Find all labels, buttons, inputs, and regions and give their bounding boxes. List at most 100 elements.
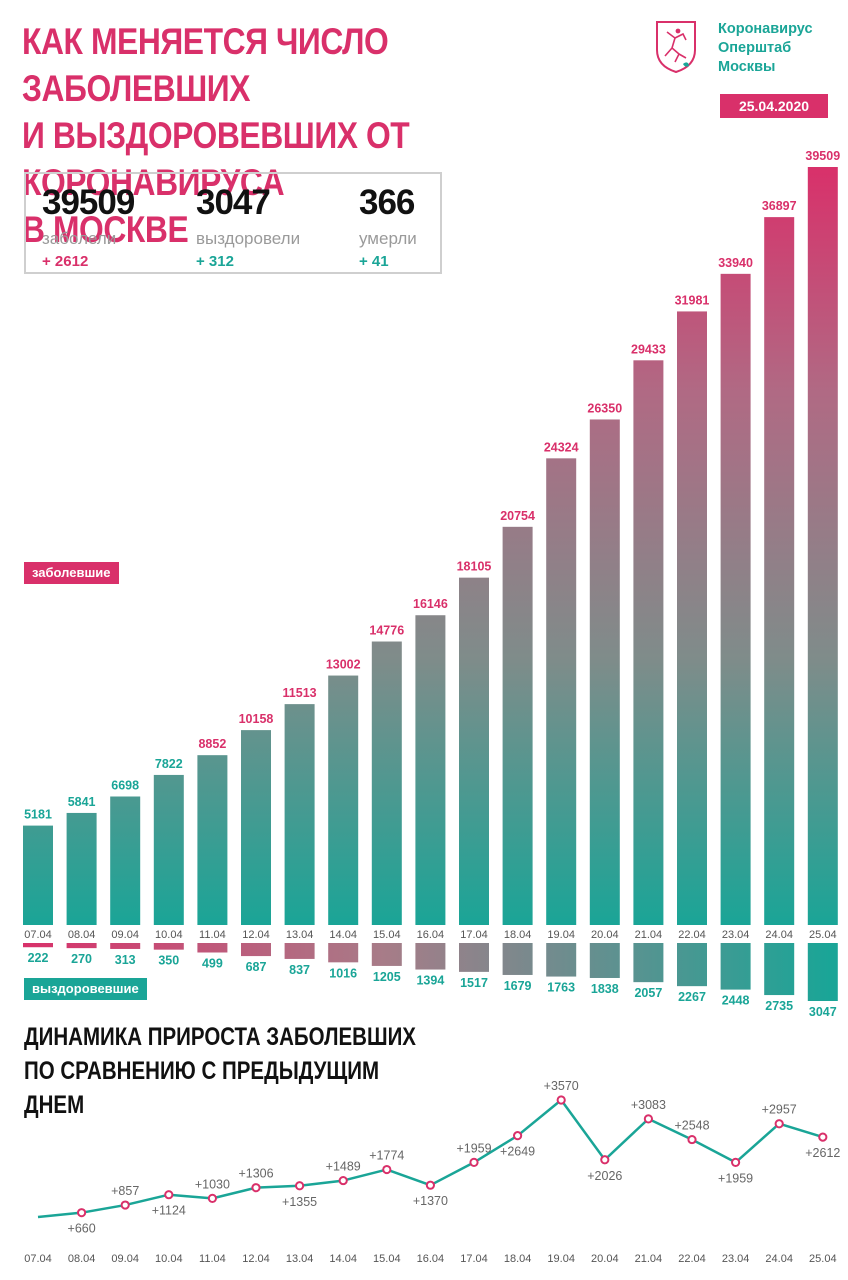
growth-point bbox=[338, 1175, 348, 1186]
stat-infected-label: заболели bbox=[42, 229, 117, 248]
recovered-value-label: 1016 bbox=[329, 966, 357, 980]
stat-recovered: 3047 выздоровели + 312 bbox=[196, 182, 300, 272]
growth-title-line-2: ПО СРАВНЕНИЮ С ПРЕДЫДУЩИМ ДНЕМ bbox=[24, 1057, 380, 1119]
infected-value-label: 20754 bbox=[500, 509, 535, 523]
recovered-value-label: 499 bbox=[202, 956, 223, 970]
infected-value-label: 10158 bbox=[239, 712, 274, 726]
recovered-bar bbox=[633, 943, 664, 983]
date-tick-label: 19.04 bbox=[547, 929, 575, 941]
growth-value-label: +1030 bbox=[195, 1177, 230, 1191]
date-tick-label: 11.04 bbox=[199, 929, 226, 941]
legend-recovered: выздоровевшие bbox=[24, 978, 147, 1000]
growth-value-label: +2026 bbox=[587, 1169, 622, 1183]
growth-value-label: +1124 bbox=[152, 1204, 186, 1218]
infected-bar bbox=[415, 615, 446, 925]
growth-date-tick-label: 11.04 bbox=[199, 1253, 226, 1265]
date-tick-label: 18.04 bbox=[504, 929, 532, 941]
infected-value-label: 8852 bbox=[198, 737, 226, 751]
date-tick-label: 12.04 bbox=[242, 929, 270, 941]
infected-value-label: 5841 bbox=[68, 795, 96, 809]
recovered-value-label: 313 bbox=[115, 953, 136, 967]
recovered-bar bbox=[23, 943, 53, 948]
growth-date-tick-label: 20.04 bbox=[591, 1253, 619, 1265]
recovered-value-label: 2057 bbox=[634, 986, 662, 1000]
date-tick-label: 16.04 bbox=[417, 929, 445, 941]
growth-value-label: +1774 bbox=[369, 1149, 404, 1163]
infected-bar bbox=[589, 419, 620, 925]
growth-point bbox=[687, 1134, 697, 1145]
recovered-value-label: 222 bbox=[28, 951, 49, 965]
growth-point bbox=[120, 1200, 130, 1210]
infected-value-label: 7822 bbox=[155, 757, 183, 771]
recovered-value-label: 1205 bbox=[373, 970, 401, 984]
recovered-bars-group: 222 270 313 350 499 687 837 1016 1205 1394 1517 167… bbox=[23, 943, 838, 1019]
recovered-bar bbox=[459, 943, 489, 972]
org-line-2: Оперштаб bbox=[718, 40, 792, 56]
growth-date-tick-label: 10.04 bbox=[155, 1253, 183, 1265]
growth-point bbox=[295, 1181, 305, 1191]
growth-point bbox=[643, 1114, 654, 1124]
infected-bar bbox=[371, 641, 402, 925]
growth-date-tick-label: 23.04 bbox=[722, 1253, 750, 1265]
date-tick-label: 07.04 bbox=[24, 929, 52, 941]
recovered-bar bbox=[371, 943, 402, 966]
growth-value-label: +2612 bbox=[805, 1146, 840, 1160]
recovered-bar bbox=[110, 943, 141, 949]
date-tick-label: 23.04 bbox=[722, 929, 750, 941]
stat-deaths-value: 366 bbox=[359, 183, 415, 222]
growth-value-label: +2957 bbox=[762, 1103, 797, 1117]
infected-bar bbox=[23, 825, 53, 925]
growth-point bbox=[382, 1164, 392, 1175]
infected-value-label: 11513 bbox=[283, 686, 317, 700]
infected-bar bbox=[546, 458, 577, 925]
recovered-value-label: 2267 bbox=[678, 990, 706, 1004]
org-line-1: Коронавирус bbox=[718, 21, 813, 37]
recovered-bar bbox=[807, 943, 838, 1001]
growth-value-label: +857 bbox=[111, 1184, 139, 1198]
infected-value-label: 6698 bbox=[111, 778, 139, 792]
date-tick-label: 22.04 bbox=[678, 929, 706, 941]
infected-bar bbox=[284, 704, 315, 925]
recovered-bar bbox=[284, 943, 315, 959]
date-tick-label: 20.04 bbox=[591, 929, 619, 941]
recovered-bar bbox=[328, 943, 359, 963]
growth-value-label: +1355 bbox=[282, 1195, 317, 1209]
title-line-1: КАК МЕНЯЕТСЯ ЧИСЛО ЗАБОЛЕВШИХ bbox=[22, 21, 389, 109]
growth-date-tick-label: 25.04 bbox=[809, 1253, 837, 1265]
recovered-bar bbox=[589, 943, 620, 978]
growth-value-label: +1306 bbox=[238, 1167, 273, 1181]
recovered-bar bbox=[764, 943, 795, 996]
infected-value-label: 24324 bbox=[544, 440, 579, 454]
growth-point bbox=[164, 1190, 174, 1200]
infected-bar bbox=[677, 311, 707, 925]
growth-value-label: +2548 bbox=[674, 1119, 709, 1133]
growth-point bbox=[556, 1095, 566, 1105]
stat-recovered-value: 3047 bbox=[196, 183, 271, 222]
stat-infected-delta: + 2612 bbox=[42, 253, 89, 270]
growth-date-tick-label: 08.04 bbox=[68, 1253, 96, 1265]
infected-value-label: 5181 bbox=[24, 808, 52, 822]
growth-point bbox=[731, 1157, 741, 1167]
growth-date-tick-label: 18.04 bbox=[504, 1253, 532, 1265]
infected-bar bbox=[110, 796, 141, 925]
growth-date-tick-label: 07.04 bbox=[24, 1253, 52, 1265]
growth-value-label: +660 bbox=[68, 1222, 96, 1236]
stat-infected-value: 39509 bbox=[42, 183, 135, 222]
recovered-value-label: 350 bbox=[158, 954, 179, 968]
org-name: Коронавирус Оперштаб Москвы bbox=[718, 20, 813, 77]
infected-value-label: 26350 bbox=[587, 401, 622, 415]
date-tick-label: 14.04 bbox=[329, 929, 357, 941]
growth-date-tick-label: 22.04 bbox=[678, 1253, 706, 1265]
infected-value-label: 36897 bbox=[762, 199, 797, 213]
infected-value-label: 18105 bbox=[457, 560, 492, 574]
growth-date-tick-label: 19.04 bbox=[547, 1253, 575, 1265]
date-tick-label: 15.04 bbox=[373, 929, 401, 941]
growth-point bbox=[600, 1155, 610, 1165]
infected-bar bbox=[807, 167, 838, 925]
recovered-bar bbox=[241, 943, 271, 957]
infected-bar bbox=[502, 526, 533, 925]
stat-recovered-delta: + 312 bbox=[196, 253, 234, 270]
infected-value-label: 29433 bbox=[631, 342, 666, 356]
title-line-3: В МОСКВЕ bbox=[22, 209, 189, 250]
legend-infected: заболевшие bbox=[24, 562, 119, 584]
